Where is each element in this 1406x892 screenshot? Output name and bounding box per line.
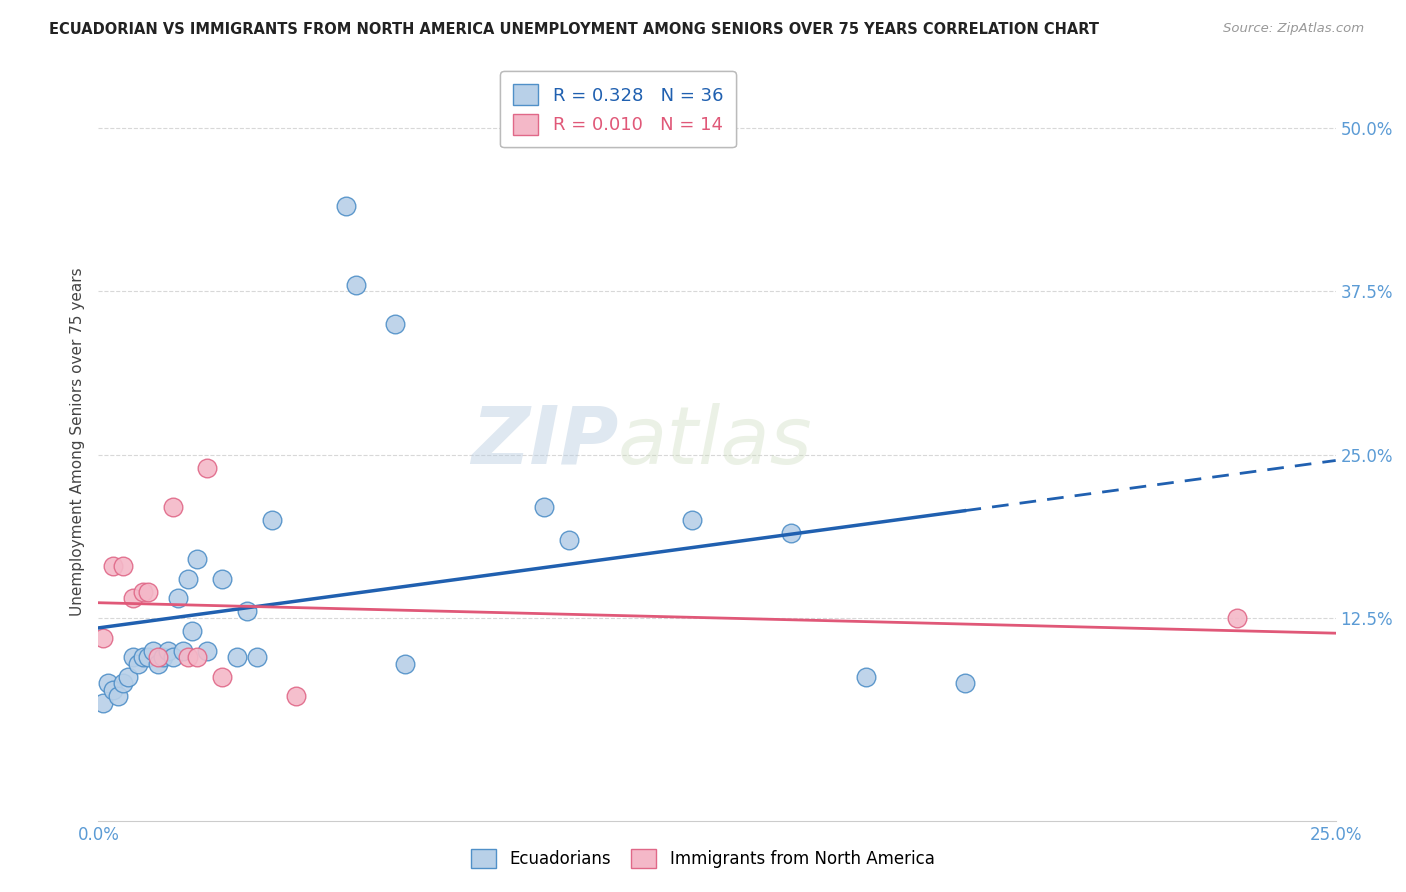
Point [142, 643, 165, 657]
Point [186, 650, 208, 665]
Point [855, 670, 877, 684]
Legend: Ecuadorians, Immigrants from North America: Ecuadorians, Immigrants from North Ameri… [465, 842, 941, 875]
Point [260, 513, 283, 527]
Point [166, 591, 188, 606]
Text: Source: ZipAtlas.com: Source: ZipAtlas.com [1223, 22, 1364, 36]
Point [246, 650, 269, 665]
Point [335, 199, 357, 213]
Point [533, 500, 555, 514]
Point [176, 650, 198, 665]
Point [181, 624, 204, 639]
Point [211, 572, 233, 586]
Point [97, 676, 120, 690]
Point [132, 650, 155, 665]
Point [136, 585, 159, 599]
Y-axis label: Unemployment Among Seniors over 75 years: Unemployment Among Seniors over 75 years [70, 268, 86, 615]
Point [236, 605, 259, 619]
Point [285, 690, 308, 704]
Point [162, 650, 184, 665]
Point [132, 585, 155, 599]
Point [103, 558, 125, 573]
Point [93, 631, 115, 645]
Point [195, 460, 218, 475]
Text: ECUADORIAN VS IMMIGRANTS FROM NORTH AMERICA UNEMPLOYMENT AMONG SENIORS OVER 75 Y: ECUADORIAN VS IMMIGRANTS FROM NORTH AMER… [49, 22, 1099, 37]
Point [172, 643, 194, 657]
Point [195, 643, 218, 657]
Point [156, 643, 179, 657]
Point [780, 526, 803, 541]
Point [681, 513, 703, 527]
Point [146, 650, 169, 665]
Point [136, 650, 159, 665]
Point [146, 657, 169, 671]
Text: ZIP: ZIP [471, 402, 619, 481]
Point [112, 676, 135, 690]
Point [117, 670, 139, 684]
Point [93, 696, 115, 710]
Point [211, 670, 233, 684]
Point [226, 650, 249, 665]
Point [162, 500, 184, 514]
Point [127, 657, 149, 671]
Point [186, 552, 208, 566]
Point [344, 277, 367, 292]
Point [152, 650, 174, 665]
Text: atlas: atlas [619, 402, 813, 481]
Point [1226, 611, 1249, 625]
Point [103, 682, 125, 697]
Point [122, 650, 145, 665]
Point [107, 690, 129, 704]
Point [557, 533, 579, 547]
Legend: R = 0.328   N = 36, R = 0.010   N = 14: R = 0.328 N = 36, R = 0.010 N = 14 [501, 71, 735, 147]
Point [953, 676, 976, 690]
Point [122, 591, 145, 606]
Point [394, 657, 416, 671]
Point [384, 317, 406, 331]
Point [176, 572, 198, 586]
Point [112, 558, 135, 573]
